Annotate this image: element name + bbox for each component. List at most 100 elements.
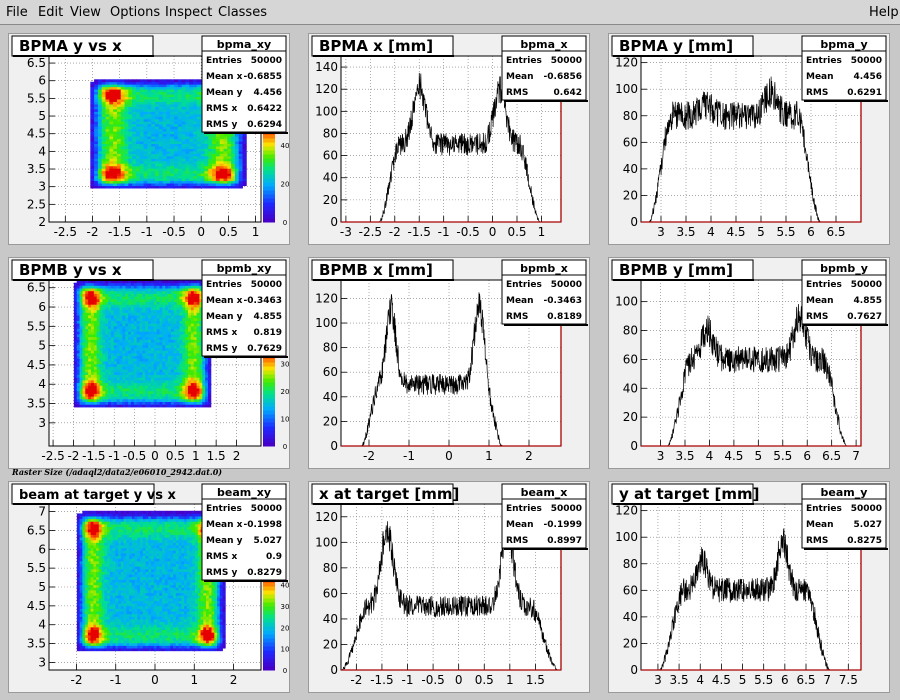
- heatmap-cell: [85, 611, 89, 615]
- pad-bpma-x[interactable]: -3 -2.5 -2 -1.5 -1 -0.5 0 0.5 1 0 20 40 60 80 100 120 14…: [308, 33, 590, 245]
- heatmap-cell: [113, 396, 118, 400]
- heatmap-cell: [145, 358, 149, 362]
- heatmap-cell: [120, 131, 125, 135]
- heatmap-cell: [105, 312, 109, 316]
- heatmap-cell: [108, 388, 112, 392]
- heatmap-cell: [223, 136, 228, 140]
- heatmap-cell: [153, 309, 158, 313]
- menu-edit[interactable]: Edit: [38, 5, 64, 20]
- heatmap-cell: [105, 138, 110, 142]
- heatmap-cell: [125, 293, 129, 297]
- heatmap-cell: [139, 328, 143, 332]
- heatmap-cell: [105, 369, 109, 373]
- heatmap-cell: [238, 136, 243, 140]
- heatmap-cell: [105, 168, 110, 172]
- heatmap-cell: [148, 382, 152, 386]
- heatmap-cell: [90, 146, 95, 149]
- pad-bpma-xy[interactable]: -2.5 -2 -1.5 -1 -0.5 0 0.5 1 2 2.5 3 3.5 4 4.5 5 5.5 6 6.…: [8, 33, 290, 245]
- pad-bpmb-x[interactable]: -2 -1 0 1 2 0 20 40 60 80 100 120 BPMB x [mm] bpmb_x E…: [308, 257, 590, 469]
- heatmap-cell: [93, 342, 98, 346]
- heatmap-cell: [109, 151, 114, 154]
- palette-segment: [263, 394, 275, 399]
- menu-classes[interactable]: Classes: [218, 5, 267, 20]
- heatmap-cell: [182, 379, 186, 384]
- heatmap-cell: [189, 89, 194, 93]
- heatmap-cell: [162, 183, 167, 187]
- heatmap-cell: [90, 590, 94, 594]
- heatmap-cell: [73, 317, 78, 321]
- heatmap-cell: [162, 388, 166, 392]
- heatmap-cell: [142, 298, 146, 303]
- pad-bpma-y[interactable]: 3 3.5 4 4.5 5 5.5 6 6.5 0 20 40 60 80 100 120 BPMA y [m…: [608, 33, 890, 245]
- heatmap-cell: [85, 382, 89, 386]
- heatmap-cell: [105, 334, 109, 338]
- menu-view[interactable]: View: [70, 5, 101, 20]
- heatmap-cell: [176, 317, 180, 321]
- heatmap-cell: [166, 113, 171, 117]
- heatmap-cell: [79, 590, 83, 594]
- heatmap-cell: [135, 79, 141, 83]
- heatmap-cell: [128, 290, 132, 294]
- pad-beam-xy[interactable]: -2 -1 0 1 2 3 3.5 4 4.5 5 5.5 6 6.5 7 0 10 20 30 40 beam at…: [8, 481, 290, 693]
- heatmap-cell: [168, 307, 172, 311]
- heatmap-cell: [99, 393, 103, 397]
- heatmap-cell: [212, 158, 217, 162]
- heatmap-cell: [166, 96, 171, 100]
- heatmap-cell: [223, 173, 228, 177]
- heatmap-cell: [87, 619, 92, 623]
- heatmap-cell: [93, 371, 98, 375]
- heatmap-cell: [108, 344, 112, 348]
- root-canvas[interactable]: -2.5 -2 -1.5 -1 -0.5 0 0.5 1 2 2.5 3 3.5 4 4.5 5 5.5 6 6.…: [0, 25, 900, 700]
- heatmap-cell: [105, 315, 109, 319]
- heatmap-cell: [185, 344, 189, 348]
- heatmap-cell: [76, 534, 81, 538]
- heatmap-cell: [162, 108, 167, 112]
- heatmap-cell: [85, 377, 89, 381]
- heatmap-cell: [109, 101, 114, 105]
- heatmap-cell: [189, 151, 194, 154]
- heatmap-cell: [125, 350, 129, 354]
- palette-segment: [263, 174, 275, 179]
- heatmap-cell: [88, 298, 92, 303]
- heatmap-cell: [212, 136, 217, 140]
- heatmap-cell: [122, 309, 126, 313]
- heatmap-cell: [179, 350, 183, 354]
- heatmap-cell: [136, 320, 140, 324]
- heatmap-cell: [189, 153, 194, 157]
- heatmap-cell: [110, 379, 115, 384]
- pad-bpmb-y[interactable]: 3 3.5 4 4.5 5 5.5 6 6.5 7 0 20 40 60 80 100 BPMB y [mm]…: [608, 257, 890, 469]
- heatmap-cell: [156, 288, 160, 292]
- heatmap-cell: [223, 146, 228, 149]
- heatmap-cell: [196, 153, 202, 157]
- y-tick-label: 120: [615, 56, 638, 70]
- heatmap-cell: [94, 113, 99, 117]
- heatmap-cell: [185, 101, 190, 105]
- heatmap-cell: [120, 128, 125, 132]
- heatmap-cell: [170, 106, 175, 110]
- heatmap-cell: [139, 280, 143, 284]
- heatmap-cell: [148, 334, 152, 338]
- pad-bpmb-xy[interactable]: -2.5 -2 -1.5 -1 -0.5 0 0.5 1 1.5 2 3 3.5 4 4.5 5 5.5 6 6.…: [8, 257, 290, 469]
- heatmap-cell: [147, 155, 152, 159]
- heatmap-cell: [116, 323, 120, 327]
- menu-help[interactable]: Help: [869, 5, 899, 20]
- heatmap-cell: [76, 648, 81, 652]
- heatmap-cell: [185, 323, 189, 327]
- stats-value: 0.819: [254, 328, 282, 338]
- heatmap-cell: [119, 298, 123, 303]
- heatmap-cell: [85, 629, 89, 633]
- heatmap-cell: [139, 104, 144, 107]
- heatmap-cell: [102, 350, 106, 354]
- heatmap-cell: [130, 388, 135, 392]
- title-box-shadow: [13, 279, 154, 281]
- heatmap-cell: [120, 106, 125, 110]
- y-tick-label: 0: [330, 215, 338, 229]
- heatmap-cell: [176, 336, 180, 340]
- menu-options[interactable]: Options: [110, 5, 161, 20]
- heatmap-cell: [202, 366, 206, 370]
- menu-file[interactable]: File: [6, 5, 28, 20]
- heatmap-cell: [85, 626, 89, 631]
- heatmap-cell: [190, 301, 195, 305]
- heatmap-cell: [200, 143, 205, 147]
- menu-inspect[interactable]: Inspect: [165, 5, 213, 20]
